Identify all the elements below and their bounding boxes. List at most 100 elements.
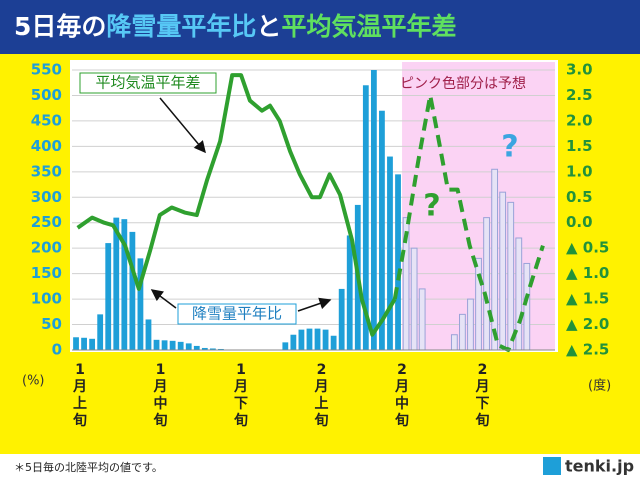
y2-tick-label: 2.0	[566, 111, 593, 129]
y-tick-label: 400	[31, 137, 62, 155]
series-label: 平均気温平年差	[95, 74, 200, 92]
x-tick-label: 2月中旬	[395, 362, 410, 429]
chart-title: 5日毎の降雪量平年比と平均気温平年差	[14, 12, 456, 41]
bar	[475, 257, 482, 351]
bar	[113, 217, 120, 350]
y-tick-label: 550	[31, 61, 62, 79]
bar	[483, 217, 490, 351]
annotation-box	[177, 303, 297, 325]
title-part: 降雪量平年比	[106, 12, 256, 41]
bar	[153, 339, 160, 350]
footer	[0, 454, 640, 480]
x-tick-label: 1月下旬	[234, 362, 249, 429]
bar	[89, 338, 96, 350]
bar	[418, 288, 426, 351]
bar	[387, 156, 393, 350]
y-tick-label: 150	[31, 264, 62, 282]
bar	[314, 328, 321, 350]
bar	[499, 191, 507, 351]
bar	[218, 348, 224, 350]
y2-tick-label: ▲ 1.0	[566, 264, 609, 282]
bar	[282, 342, 289, 350]
bar	[450, 334, 458, 351]
question-mark: ?	[423, 189, 440, 224]
annotation-box	[79, 72, 217, 94]
series-label: 降雪量平年比	[192, 305, 282, 323]
bar	[523, 262, 531, 351]
bar	[379, 110, 385, 351]
x-tick-label: 1月中旬	[153, 362, 168, 429]
y2-tick-label: 1.5	[566, 137, 593, 155]
bar	[129, 231, 136, 350]
y-tick-label: 450	[31, 111, 62, 129]
y2-tick-label: ▲ 0.5	[566, 239, 609, 257]
y2-tick-label: ▲ 2.5	[566, 341, 609, 359]
bar	[137, 258, 144, 350]
bar	[362, 85, 369, 350]
arrow	[297, 297, 332, 312]
logo-icon	[543, 457, 561, 475]
line	[76, 73, 397, 337]
bar	[97, 314, 104, 350]
x-tick-label: 2月上旬	[314, 362, 329, 429]
bar	[121, 219, 128, 350]
y-tick-label: 500	[31, 86, 62, 104]
bar	[169, 340, 176, 350]
logo: tenki.jp	[565, 457, 634, 476]
y-unit: (%)	[22, 374, 45, 389]
bar	[346, 235, 353, 350]
title-part: 5日毎の	[14, 12, 106, 41]
y-tick-label: 300	[31, 188, 62, 206]
x-tick-label: 1月上旬	[73, 362, 88, 429]
bar	[161, 340, 168, 350]
bar	[177, 341, 184, 350]
bar	[81, 337, 87, 350]
bar	[306, 328, 313, 350]
bar	[410, 247, 418, 351]
bar	[322, 329, 329, 350]
bar	[209, 348, 216, 350]
title-part: 平均気温平年差	[281, 12, 456, 41]
y2-tick-label: 0.0	[566, 213, 593, 231]
footnote: ＊5日毎の北陸平均の値です。	[14, 461, 163, 474]
y2-tick-label: 0.5	[566, 188, 593, 206]
bar	[491, 168, 499, 351]
bar	[193, 345, 200, 350]
y-tick-label: 350	[31, 162, 62, 180]
y-tick-label: 250	[31, 213, 62, 231]
bar	[330, 335, 337, 350]
title-part: と	[256, 12, 281, 41]
bar	[185, 343, 192, 350]
bar	[290, 334, 297, 350]
bar	[105, 243, 112, 350]
y2-tick-label: ▲ 2.0	[566, 315, 609, 333]
y2-tick-label: 2.5	[566, 86, 593, 104]
bar	[201, 347, 208, 350]
y2-tick-label: 1.0	[566, 162, 593, 180]
y2-tick-label: 3.0	[566, 61, 593, 79]
x-tick-label: 2月下旬	[475, 362, 490, 429]
bar	[298, 329, 305, 350]
y2-tick-label: ▲ 1.5	[566, 290, 609, 308]
question-mark: ?	[501, 130, 518, 165]
bar	[467, 298, 474, 351]
bar	[73, 337, 79, 350]
y2-unit: (度)	[588, 378, 611, 394]
bar	[395, 174, 401, 350]
bar	[145, 319, 152, 350]
y-tick-label: 50	[41, 315, 62, 333]
bar	[507, 201, 515, 351]
y-tick-label: 200	[31, 239, 62, 257]
bar	[338, 288, 345, 350]
forecast-label: ピンク色部分は予想	[400, 75, 526, 92]
bar	[370, 70, 377, 350]
title-bar	[0, 0, 640, 54]
bar	[459, 313, 466, 351]
y-tick-label: 0	[52, 341, 62, 359]
arrow	[150, 289, 177, 309]
y-tick-label: 100	[31, 290, 62, 308]
arrow	[159, 97, 206, 154]
